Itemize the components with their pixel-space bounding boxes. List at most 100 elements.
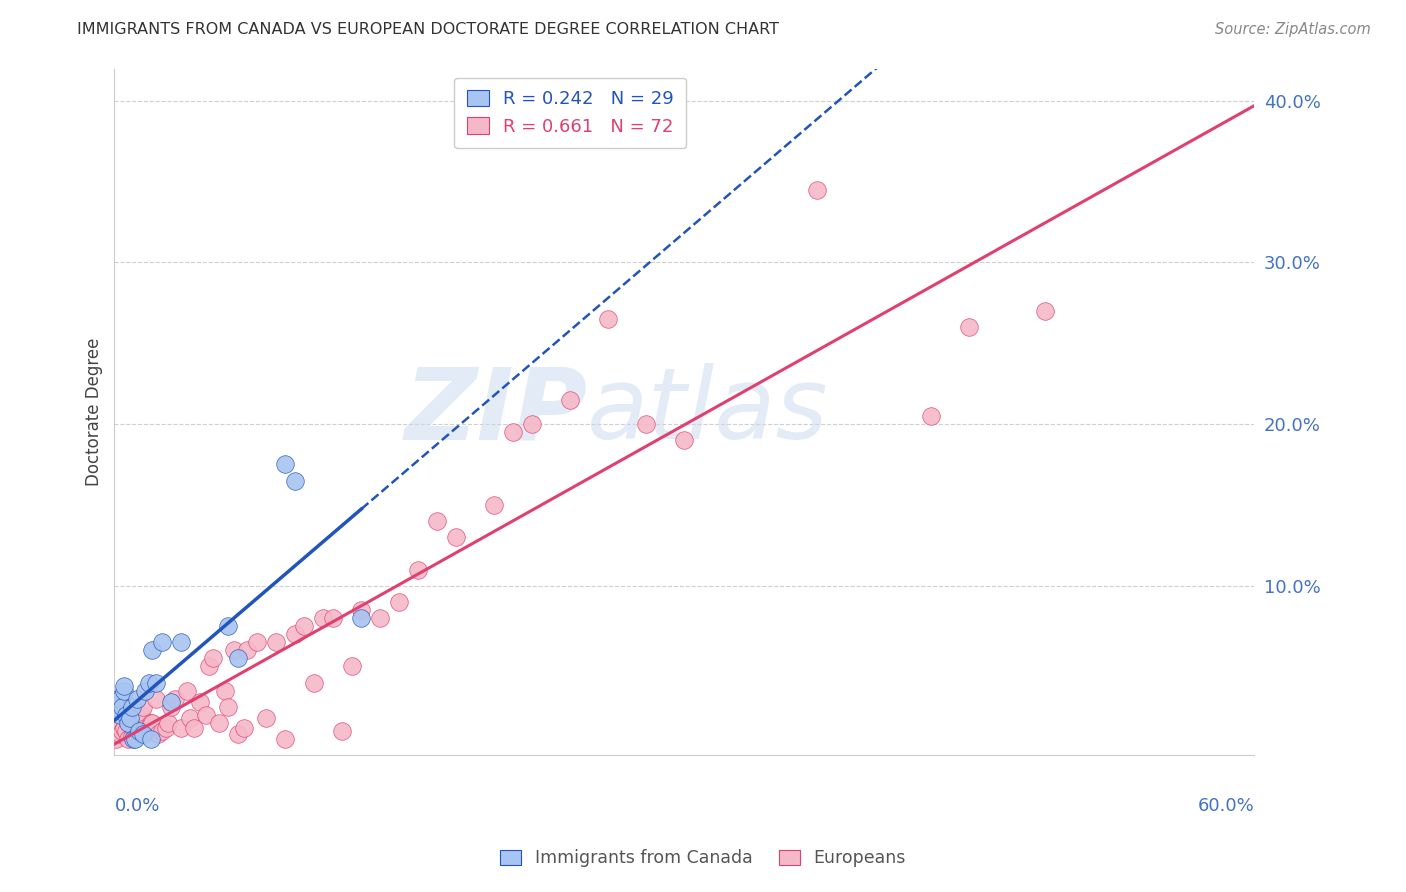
Point: [236, 643, 259, 657]
Point: [139, 732, 162, 747]
Point: [254, 711, 277, 725]
Point: [208, 716, 231, 731]
Point: [446, 530, 468, 544]
Point: [170, 721, 193, 735]
Point: [122, 732, 145, 747]
Legend: R = 0.242   N = 29, R = 0.661   N = 72: R = 0.242 N = 29, R = 0.661 N = 72: [454, 78, 686, 148]
Point: [138, 721, 160, 735]
Text: 0.0%: 0.0%: [114, 797, 160, 814]
Point: [426, 514, 449, 528]
Point: [274, 732, 297, 747]
Point: [330, 724, 353, 739]
Point: [388, 595, 411, 609]
Point: [107, 724, 129, 739]
Point: [105, 732, 128, 747]
Point: [132, 727, 155, 741]
Point: [146, 727, 169, 741]
Point: [107, 691, 129, 706]
Point: [160, 699, 183, 714]
Point: [135, 724, 157, 739]
Point: [408, 562, 430, 576]
Point: [111, 724, 134, 739]
Point: [132, 699, 155, 714]
Point: [124, 732, 146, 747]
Point: [284, 627, 307, 641]
Point: [217, 699, 239, 714]
Point: [121, 699, 143, 714]
Point: [150, 724, 173, 739]
Point: [370, 611, 392, 625]
Point: [560, 392, 582, 407]
Point: [350, 611, 373, 625]
Point: [155, 721, 177, 735]
Point: [806, 183, 828, 197]
Point: [118, 711, 141, 725]
Point: [226, 727, 249, 741]
Point: [484, 498, 506, 512]
Point: [302, 675, 325, 690]
Point: [322, 611, 344, 625]
Point: [170, 635, 193, 649]
Point: [214, 683, 236, 698]
Point: [141, 643, 163, 657]
Point: [920, 409, 942, 423]
Point: [105, 699, 128, 714]
Text: Source: ZipAtlas.com: Source: ZipAtlas.com: [1215, 22, 1371, 37]
Text: IMMIGRANTS FROM CANADA VS EUROPEAN DOCTORATE DEGREE CORRELATION CHART: IMMIGRANTS FROM CANADA VS EUROPEAN DOCTO…: [77, 22, 779, 37]
Point: [121, 729, 143, 743]
Point: [165, 691, 187, 706]
Y-axis label: Doctorate Degree: Doctorate Degree: [86, 338, 103, 486]
Point: [108, 708, 131, 723]
Point: [957, 320, 980, 334]
Point: [114, 724, 136, 739]
Point: [128, 724, 150, 739]
Point: [138, 675, 160, 690]
Point: [105, 716, 128, 731]
Point: [522, 417, 544, 431]
Point: [232, 721, 254, 735]
Point: [636, 417, 658, 431]
Point: [350, 603, 373, 617]
Point: [217, 619, 239, 633]
Point: [502, 425, 524, 439]
Point: [111, 699, 134, 714]
Point: [179, 711, 201, 725]
Point: [194, 708, 217, 723]
Point: [284, 474, 307, 488]
Legend: Immigrants from Canada, Europeans: Immigrants from Canada, Europeans: [494, 843, 912, 874]
Point: [292, 619, 315, 633]
Point: [108, 691, 131, 706]
Point: [340, 659, 363, 673]
Point: [274, 458, 297, 472]
Point: [124, 716, 146, 731]
Point: [598, 312, 620, 326]
Text: 60.0%: 60.0%: [1198, 797, 1254, 814]
Point: [117, 732, 139, 747]
Point: [160, 695, 183, 709]
Point: [222, 643, 245, 657]
Point: [246, 635, 269, 649]
Point: [127, 691, 149, 706]
Point: [226, 651, 249, 665]
Point: [134, 683, 156, 698]
Point: [108, 716, 131, 731]
Point: [156, 716, 179, 731]
Text: atlas: atlas: [588, 363, 830, 460]
Point: [122, 721, 145, 735]
Point: [150, 635, 173, 649]
Point: [145, 675, 167, 690]
Point: [673, 434, 696, 448]
Point: [134, 721, 156, 735]
Point: [128, 724, 150, 739]
Point: [112, 683, 135, 698]
Point: [1033, 304, 1056, 318]
Point: [141, 716, 163, 731]
Point: [112, 721, 135, 735]
Point: [114, 708, 136, 723]
Point: [118, 711, 141, 725]
Point: [176, 683, 198, 698]
Point: [312, 611, 335, 625]
Point: [264, 635, 287, 649]
Point: [129, 708, 152, 723]
Point: [188, 695, 211, 709]
